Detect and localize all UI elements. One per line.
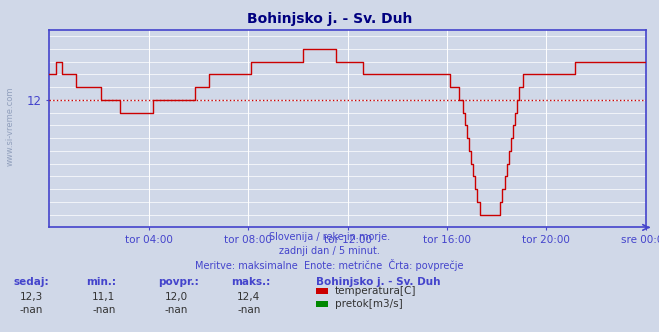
- Text: povpr.:: povpr.:: [158, 277, 199, 287]
- Text: min.:: min.:: [86, 277, 116, 287]
- Text: Meritve: maksimalne  Enote: metrične  Črta: povprečje: Meritve: maksimalne Enote: metrične Črta…: [195, 259, 464, 271]
- Text: -nan: -nan: [92, 305, 115, 315]
- Text: www.si-vreme.com: www.si-vreme.com: [5, 86, 14, 166]
- Text: pretok[m3/s]: pretok[m3/s]: [335, 299, 403, 309]
- Text: Bohinjsko j. - Sv. Duh: Bohinjsko j. - Sv. Duh: [247, 12, 412, 26]
- Text: 12,0: 12,0: [165, 292, 188, 302]
- Text: Slovenija / reke in morje.: Slovenija / reke in morje.: [269, 232, 390, 242]
- Text: Bohinjsko j. - Sv. Duh: Bohinjsko j. - Sv. Duh: [316, 277, 441, 287]
- Text: maks.:: maks.:: [231, 277, 270, 287]
- Text: 12,4: 12,4: [237, 292, 260, 302]
- Text: 12,3: 12,3: [20, 292, 43, 302]
- Text: 11,1: 11,1: [92, 292, 115, 302]
- Text: -nan: -nan: [20, 305, 43, 315]
- Text: sedaj:: sedaj:: [13, 277, 49, 287]
- Text: temperatura[C]: temperatura[C]: [335, 286, 416, 296]
- Text: -nan: -nan: [237, 305, 260, 315]
- Text: zadnji dan / 5 minut.: zadnji dan / 5 minut.: [279, 246, 380, 256]
- Text: -nan: -nan: [165, 305, 188, 315]
